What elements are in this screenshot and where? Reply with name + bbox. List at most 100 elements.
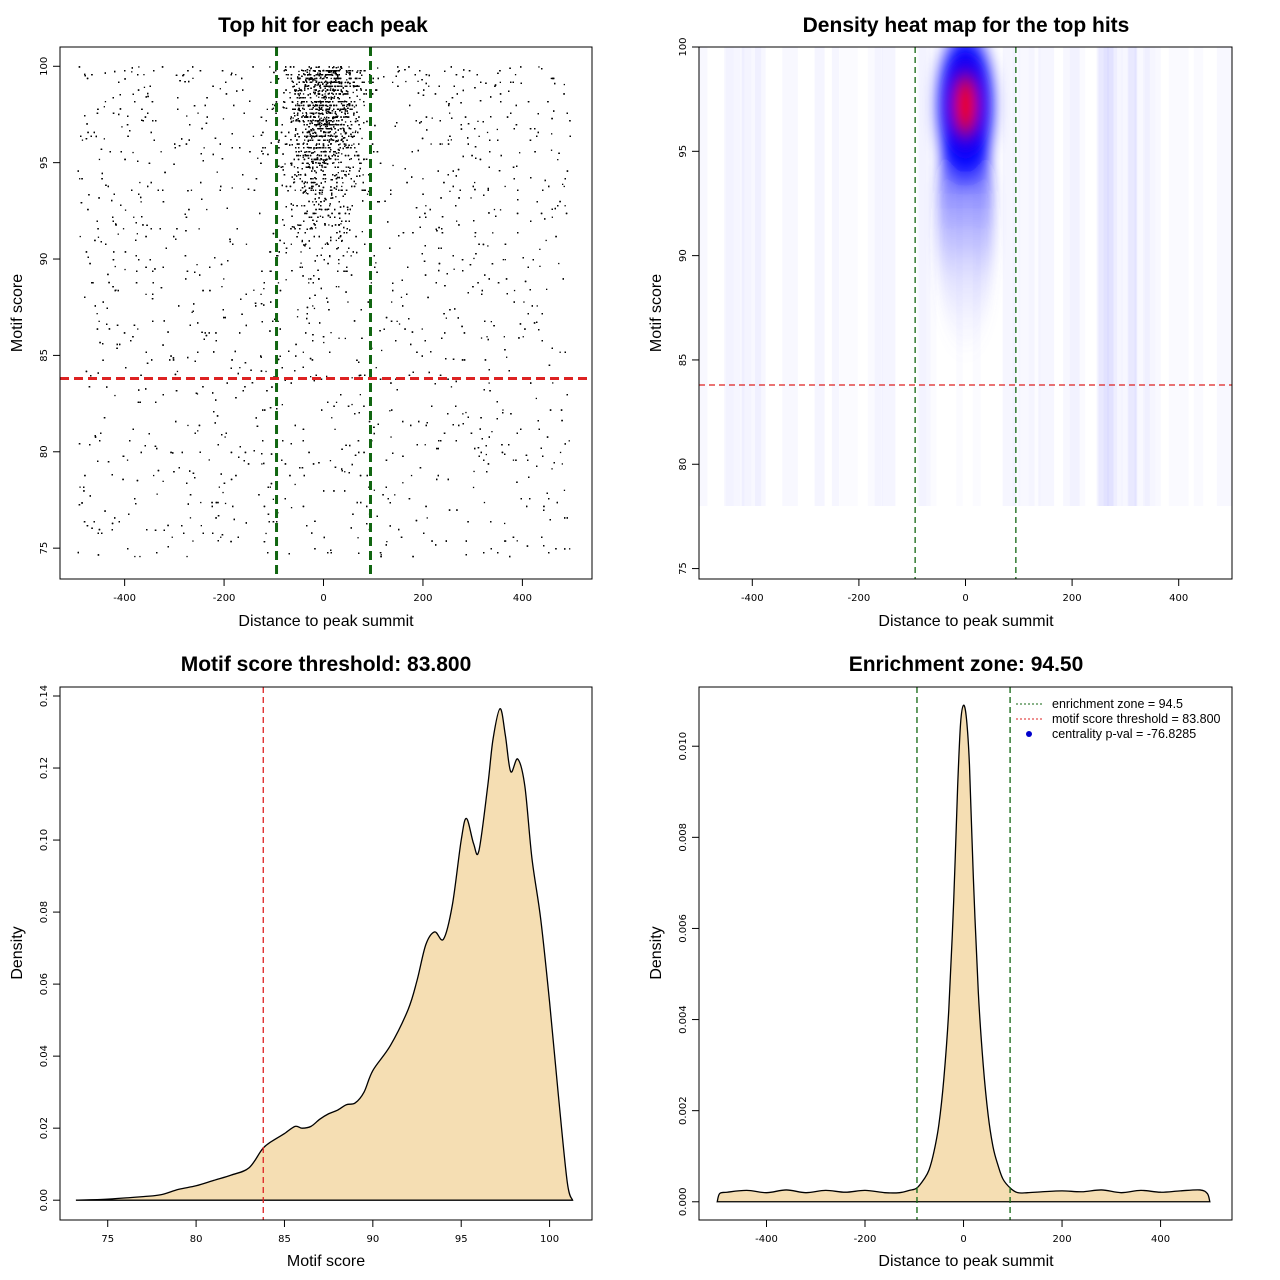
scatter-point (324, 243, 327, 245)
scatter-point (386, 541, 388, 543)
scatter-point (359, 394, 361, 396)
scatter-point (121, 126, 123, 128)
scatter-point (523, 301, 525, 303)
scatter-point (308, 164, 310, 166)
scatter-point (405, 80, 407, 83)
scatter-point (79, 486, 81, 488)
scatter-point (310, 376, 312, 378)
scatter-point (402, 482, 404, 484)
scatter-point (339, 109, 342, 111)
scatter-point (313, 89, 315, 91)
scatter-point (370, 282, 372, 284)
scatter-point (114, 265, 116, 268)
scatter-point (333, 95, 336, 98)
scatter-point (326, 375, 328, 377)
scatter-point (290, 507, 293, 509)
scatter-point (302, 112, 304, 114)
scatter-point (335, 196, 337, 198)
scatter-point (330, 87, 332, 89)
scatter-point (538, 66, 540, 68)
scatter-point (335, 401, 338, 403)
scatter-point (344, 471, 346, 473)
scatter-point (424, 444, 426, 446)
scatter-point (126, 459, 129, 461)
scatter-point (309, 108, 311, 110)
scatter-point (324, 98, 326, 101)
scatter-point (198, 228, 200, 230)
scatter-point (550, 149, 553, 151)
scatter-point (473, 470, 475, 473)
scatter-point (422, 178, 424, 180)
scatter-point (285, 279, 287, 281)
scatter-point (330, 77, 332, 80)
scatter-point (483, 501, 486, 504)
scatter-point (314, 181, 316, 184)
scatter-point (97, 236, 100, 238)
scatter-point (312, 201, 314, 203)
scatter-point (504, 185, 506, 188)
scatter-point (535, 397, 537, 400)
scatter-point (306, 162, 308, 164)
scatter-point (313, 148, 315, 150)
scatter-point (321, 97, 323, 99)
scatter-point (391, 301, 393, 303)
scatter-point (265, 532, 267, 535)
scatter-point (337, 66, 339, 68)
scatter-point (445, 317, 447, 319)
scatter-point (98, 320, 100, 322)
scatter-point (292, 120, 295, 122)
scatter-point (563, 489, 566, 491)
scatter-point (328, 108, 331, 110)
scatter-point (396, 320, 398, 322)
scatter-point (564, 205, 566, 207)
scatter-point (222, 118, 225, 120)
scatter-point (358, 77, 360, 80)
scatter-point (298, 70, 300, 73)
scatter-point (338, 161, 340, 164)
scatter-point (153, 474, 155, 477)
scatter-point (562, 183, 564, 185)
scatter-point (192, 540, 194, 542)
scatter-point (410, 474, 413, 477)
scatter-point (81, 139, 84, 141)
scatter-point (224, 502, 227, 505)
scatter-point (324, 150, 326, 152)
scatter-point (115, 289, 117, 291)
scatter-point (366, 193, 369, 195)
scatter-point (319, 74, 321, 76)
scatter-point (314, 112, 316, 114)
scatter-point (300, 262, 302, 264)
scatter-point (321, 158, 323, 161)
scatter-point (502, 409, 504, 411)
scatter-point (317, 72, 319, 74)
scatter-point (480, 337, 483, 339)
scatter-point (231, 187, 233, 189)
scatter-point (331, 417, 333, 419)
scatter-point (357, 70, 359, 72)
scatter-point (563, 185, 565, 188)
scatter-point (321, 193, 323, 195)
scatter-point (284, 163, 286, 165)
scatter-point (289, 92, 291, 94)
scatter-point (314, 77, 316, 80)
scatter-point (330, 189, 332, 191)
scatter-point (345, 81, 347, 83)
scatter-point (272, 498, 274, 500)
scatter-point (552, 382, 554, 384)
scatter-point (239, 367, 241, 369)
scatter-point (340, 223, 342, 225)
scatter-point (220, 536, 222, 538)
scatter-point (389, 410, 391, 412)
scatter-point (272, 107, 275, 109)
scatter-point (337, 158, 339, 161)
scatter-point (340, 170, 343, 172)
scatter-point (321, 189, 324, 191)
scatter-point (140, 201, 142, 203)
scatter-point (551, 216, 553, 218)
scatter-point (322, 82, 324, 84)
scatter-point (339, 124, 341, 126)
scatter-point (117, 233, 119, 235)
scatter-point (263, 288, 265, 290)
scatter-point (252, 135, 255, 137)
scatter-point (203, 147, 205, 149)
